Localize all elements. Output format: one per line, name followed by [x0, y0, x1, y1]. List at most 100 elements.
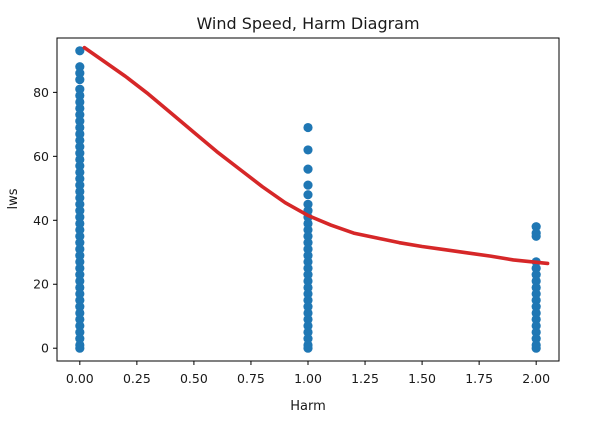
scatter-point [75, 68, 85, 78]
x-tick-label: 2.00 [522, 371, 550, 386]
scatter-point [75, 302, 85, 312]
scatter-point [75, 257, 85, 267]
scatter-point [303, 122, 313, 133]
scatter-point [75, 231, 85, 241]
scatter-point [303, 321, 313, 331]
trend-line [82, 45, 550, 266]
scatter-point [75, 343, 85, 353]
scatter-point [75, 276, 85, 286]
scatter-point [531, 263, 541, 273]
scatter-series [75, 46, 541, 353]
scatter-point [75, 218, 85, 229]
scatter-point [75, 167, 85, 177]
scatter-point [303, 180, 313, 190]
scatter-point [75, 238, 85, 248]
scatter-point [75, 154, 85, 165]
scatter-point [303, 289, 313, 299]
x-tick-label: 0.00 [66, 371, 94, 386]
scatter-point [75, 180, 85, 190]
scatter-point [75, 250, 85, 261]
scatter-point [303, 302, 313, 312]
y-tick-label: 60 [33, 149, 49, 164]
scatter-point [531, 321, 541, 331]
scatter-point [75, 327, 85, 337]
scatter-point [303, 308, 313, 318]
scatter-point [75, 289, 85, 299]
x-tick-label: 1.00 [294, 371, 322, 386]
scatter-point [303, 199, 313, 209]
scatter-point [531, 343, 541, 353]
scatter-point [75, 46, 85, 56]
scatter-point [75, 103, 85, 113]
scatter-point [75, 295, 85, 305]
scatter-point [75, 97, 85, 107]
scatter-point [75, 334, 85, 344]
scatter-point [75, 314, 85, 325]
scatter-point [75, 74, 85, 85]
x-tick-label: 1.75 [465, 371, 493, 386]
scatter-point [531, 327, 541, 337]
scatter-point [303, 238, 313, 248]
scatter-point [75, 110, 85, 120]
scatter-point [75, 308, 85, 318]
scatter-point [531, 231, 541, 241]
scatter-point [75, 142, 85, 152]
scatter-point [75, 116, 85, 126]
scatter-point [75, 174, 85, 184]
scatter-point [75, 225, 85, 235]
scatter-point [303, 164, 313, 174]
scatter-point [531, 334, 541, 344]
scatter-point [303, 218, 313, 229]
scatter-point [75, 129, 85, 139]
y-tick-label: 20 [33, 277, 49, 292]
scatter-point [531, 302, 541, 312]
scatter-point [303, 295, 313, 305]
scatter-point [75, 321, 85, 331]
scatter-point [531, 276, 541, 286]
scatter-point [303, 257, 313, 267]
plot-area [75, 45, 550, 353]
y-axis: 0 20 40 60 80 [33, 85, 57, 356]
scatter-point [75, 161, 85, 171]
scatter-point [75, 135, 85, 145]
scatter-point [303, 263, 313, 273]
scatter-point [531, 270, 541, 280]
scatter-point [75, 263, 85, 273]
scatter-point [303, 231, 313, 241]
x-tick-label: 1.50 [408, 371, 436, 386]
scatter-point [303, 343, 313, 353]
scatter-point [303, 250, 313, 261]
scatter-point [303, 244, 313, 254]
x-axis: 0.00 0.25 0.50 0.75 1.00 1.25 1.50 1.75 2.00 [66, 361, 550, 386]
scatter-point [75, 62, 85, 72]
scatter-point [303, 190, 313, 200]
scatter-point [75, 282, 85, 293]
y-axis-label: lws [6, 188, 21, 209]
scatter-point [303, 145, 313, 155]
scatter-point [531, 295, 541, 305]
scatter-point [531, 308, 541, 318]
scatter-point [303, 276, 313, 286]
scatter-point [303, 327, 313, 337]
scatter-point [75, 244, 85, 254]
scatter-point [303, 314, 313, 325]
scatter-point [75, 212, 85, 222]
x-tick-label: 0.50 [180, 371, 208, 386]
scatter-point [75, 270, 85, 280]
scatter-point [531, 289, 541, 299]
scatter-point [75, 199, 85, 209]
scatter-point [75, 148, 85, 158]
x-axis-label: Harm [290, 399, 326, 414]
scatter-point [75, 122, 85, 133]
scatter-point [531, 282, 541, 293]
scatter-point [75, 193, 85, 203]
scatter-point [303, 225, 313, 235]
scatter-point [75, 186, 85, 197]
scatter-point [303, 334, 313, 344]
scatter-point [75, 84, 85, 94]
chart-title: Wind Speed, Harm Diagram [196, 14, 419, 33]
scatter-point [75, 90, 85, 101]
y-tick-label: 80 [33, 85, 49, 100]
scatter-point [75, 206, 85, 216]
